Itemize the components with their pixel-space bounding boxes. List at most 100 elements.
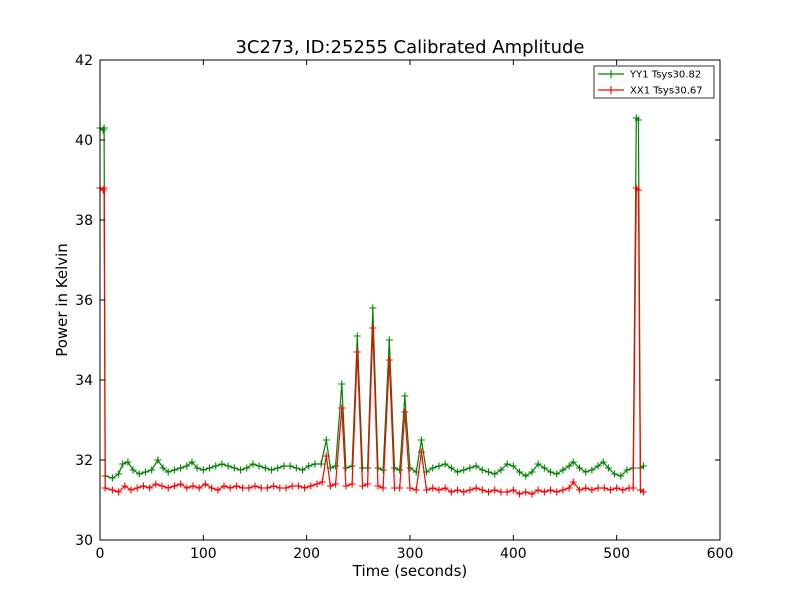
data-point-marker [189, 482, 197, 490]
data-point-marker [255, 462, 263, 470]
data-point-marker [226, 484, 234, 492]
data-point-marker [280, 462, 288, 470]
data-point-marker [239, 484, 247, 492]
data-point-marker [540, 488, 548, 496]
data-point-marker [594, 484, 602, 492]
data-point-marker [534, 486, 542, 494]
data-point-marker [516, 468, 524, 476]
data-point-marker [435, 486, 443, 494]
data-point-marker [491, 470, 499, 478]
data-point-marker [313, 480, 321, 488]
data-point-marker [232, 482, 240, 490]
data-point-marker [565, 484, 573, 492]
data-point-marker [322, 452, 330, 460]
data-point-marker [417, 436, 425, 444]
data-point-marker [286, 462, 294, 470]
data-point-marker [640, 462, 648, 470]
data-point-marker [199, 466, 207, 474]
data-point-marker [369, 324, 377, 332]
data-point-marker [115, 488, 123, 496]
data-point-marker [447, 464, 455, 472]
data-point-marker [613, 484, 621, 492]
data-point-marker [528, 468, 536, 476]
data-point-marker [299, 466, 307, 474]
data-point-marker [429, 484, 437, 492]
data-point-marker [379, 466, 387, 474]
data-point-marker [485, 488, 493, 496]
data-point-marker [385, 336, 393, 344]
data-point-marker [629, 484, 637, 492]
data-point-marker [569, 478, 577, 486]
data-point-marker [141, 468, 149, 476]
data-point-marker [619, 486, 627, 494]
data-point-marker [257, 484, 265, 492]
data-point-marker [154, 456, 162, 464]
chart-title: 3C273, ID:25255 Calibrated Amplitude [235, 37, 584, 58]
data-point-marker [640, 488, 648, 496]
data-point-marker [318, 478, 326, 486]
data-point-marker [249, 460, 257, 468]
data-point-marker [429, 464, 437, 472]
data-point-marker [282, 484, 290, 492]
data-point-marker [133, 484, 141, 492]
data-point-marker [177, 464, 185, 472]
data-point-marker [353, 348, 361, 356]
legend-swatch-marker [607, 86, 615, 94]
data-point-marker [503, 460, 511, 468]
data-point-marker [307, 482, 315, 490]
data-point-marker [129, 466, 137, 474]
data-point-marker [193, 464, 201, 472]
data-point-marker [606, 486, 614, 494]
data-point-marker [177, 480, 185, 488]
data-point-marker [245, 484, 253, 492]
data-point-marker [611, 470, 619, 478]
data-point-marker [553, 470, 561, 478]
data-point-marker [208, 484, 216, 492]
data-point-marker [353, 332, 361, 340]
data-point-marker [503, 488, 511, 496]
data-point-marker [195, 484, 203, 492]
series-layer [96, 114, 648, 498]
data-point-marker [342, 482, 350, 490]
data-point-marker [435, 462, 443, 470]
data-point-marker [401, 408, 409, 416]
data-point-marker [454, 486, 462, 494]
data-point-marker [634, 116, 642, 124]
data-point-marker [348, 480, 356, 488]
y-tick-label: 32 [75, 453, 93, 469]
data-point-marker [322, 436, 330, 444]
data-point-marker [288, 482, 296, 490]
data-point-marker [478, 466, 486, 474]
data-point-marker [553, 488, 561, 496]
data-point-marker [604, 464, 612, 472]
data-point-marker [146, 484, 154, 492]
legend: YY1 Tsys30.82 XX1 Tsys30.67 [593, 65, 715, 99]
x-tick-label: 600 [707, 546, 734, 562]
data-point-marker [441, 484, 449, 492]
data-point-marker [108, 486, 116, 494]
data-point-marker [164, 484, 172, 492]
data-point-marker [188, 458, 196, 466]
data-point-marker [547, 486, 555, 494]
data-point-marker [326, 482, 334, 490]
data-point-marker [164, 468, 172, 476]
data-point-marker [170, 482, 178, 490]
x-tick-label: 400 [500, 546, 527, 562]
x-tick-label: 500 [603, 546, 630, 562]
data-point-marker [369, 304, 377, 312]
data-point-marker [385, 356, 393, 364]
y-tick-label: 30 [75, 533, 93, 549]
data-point-marker [206, 464, 214, 472]
data-point-marker [534, 460, 542, 468]
x-tick-label: 100 [190, 546, 217, 562]
data-point-marker [509, 486, 517, 494]
data-point-marker [491, 486, 499, 494]
data-point-marker [121, 482, 129, 490]
data-point-marker [100, 184, 108, 192]
data-point-marker [472, 462, 480, 470]
data-point-marker [396, 466, 404, 474]
data-point-marker [115, 470, 123, 478]
data-point-marker [594, 462, 602, 470]
y-tick-label: 36 [75, 293, 93, 309]
